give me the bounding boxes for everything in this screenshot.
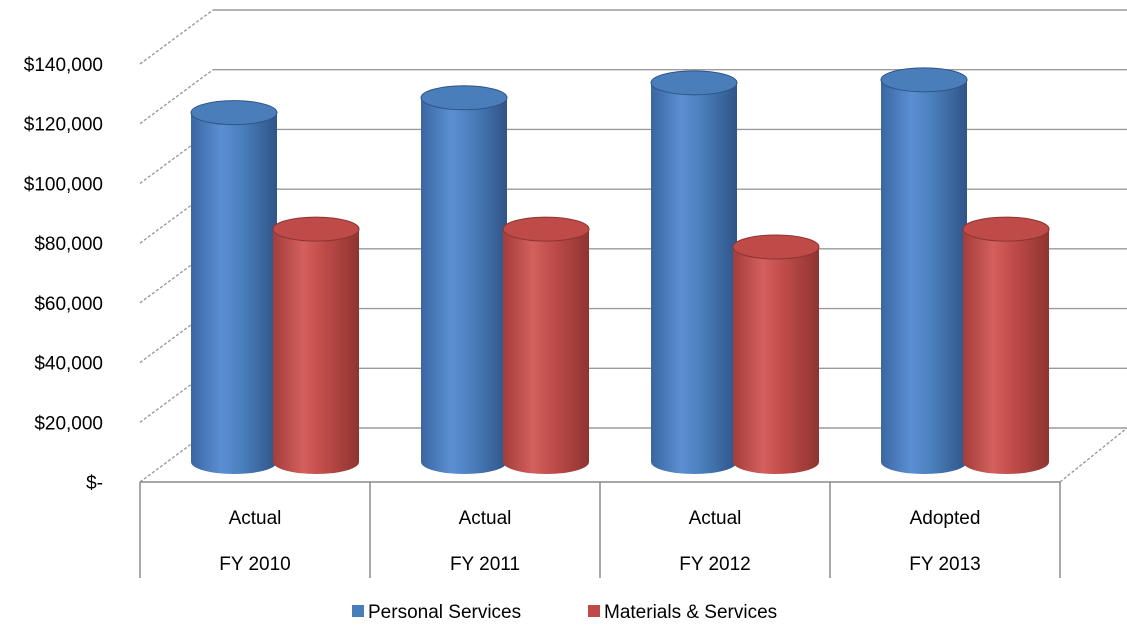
cylinder-body (963, 229, 1049, 474)
cylinder-top (272, 216, 360, 242)
x-category-label: FY 2013 (909, 554, 980, 575)
legend-swatch (352, 605, 364, 617)
cylinder-top (650, 70, 738, 96)
x-category-label: FY 2012 (679, 554, 750, 575)
side-gridline (139, 69, 214, 125)
x-category-label: FY 2011 (450, 554, 520, 575)
legend-item: Materials & Services (588, 602, 777, 623)
bar-materials-services (502, 216, 590, 474)
y-tick-label: $- (86, 473, 103, 494)
cylinder-body (733, 247, 819, 474)
legend-swatch (588, 605, 600, 617)
cylinder-top (190, 100, 278, 126)
cylinder-top (880, 67, 968, 93)
cylinder-top (962, 216, 1050, 242)
cylinder-top (732, 234, 820, 260)
cylinder-body (651, 82, 737, 474)
bar-materials-services (962, 216, 1050, 474)
cylinder-top (420, 85, 508, 111)
cylinder-body (273, 229, 359, 474)
legend-label: Materials & Services (604, 602, 777, 623)
bar-personal-services (650, 70, 738, 474)
y-tick-label: $40,000 (34, 354, 103, 375)
y-tick-label: $100,000 (24, 174, 103, 195)
bar-materials-services (732, 234, 820, 474)
y-tick-label: $20,000 (34, 413, 103, 434)
floor-right-edge (1059, 427, 1127, 483)
y-tick-label: $60,000 (34, 294, 103, 315)
y-tick-label: $120,000 (24, 115, 103, 136)
cylinder-body (503, 229, 589, 474)
cylinder-body (881, 79, 967, 474)
bar-personal-services (420, 85, 508, 474)
x-category-label: FY 2010 (219, 554, 290, 575)
cylinder-top (502, 216, 590, 242)
legend: Personal Services Materials & Services (352, 602, 777, 623)
axis-layer (139, 481, 1061, 578)
y-tick-label: $140,000 (24, 55, 103, 76)
x-category-label: Actual (459, 508, 512, 529)
legend-label: Personal Services (368, 602, 521, 623)
cylinder-body (191, 112, 277, 475)
bar-personal-services (190, 100, 278, 475)
y-tick-label: $80,000 (34, 234, 103, 255)
bar-personal-services (880, 67, 968, 474)
side-gridline (139, 9, 214, 65)
labels-layer: $- $20,000 $40,000 $60,000 $80,000 $100,000 $1… (24, 55, 981, 575)
legend-item: Personal Services (352, 602, 521, 623)
bars-layer (190, 67, 1050, 475)
bar-materials-services (272, 216, 360, 474)
x-category-label: Adopted (910, 508, 981, 529)
cylinder-body (421, 97, 507, 474)
x-category-label: Actual (689, 508, 742, 529)
x-category-label: Actual (229, 508, 282, 529)
